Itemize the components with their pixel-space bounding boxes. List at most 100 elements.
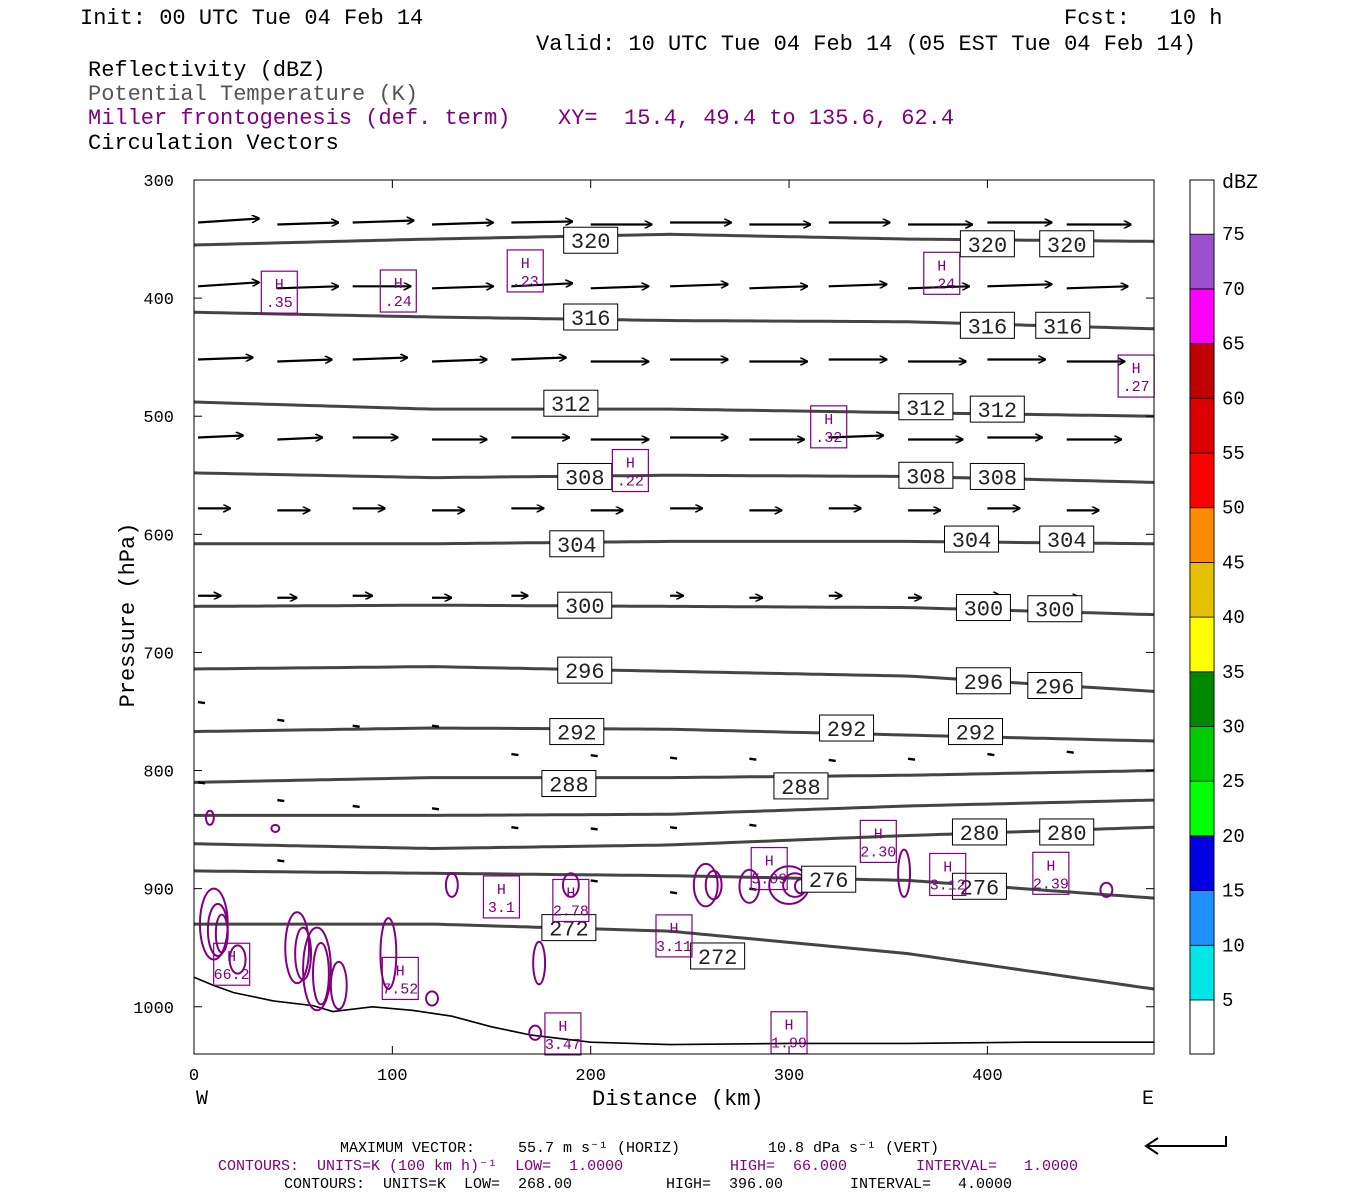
theta-label-280: 280	[1047, 822, 1087, 847]
theta-label-288: 288	[549, 774, 589, 799]
theta-label-box	[690, 942, 746, 970]
theta-label-300: 300	[964, 598, 1004, 623]
miller-contour	[228, 944, 247, 975]
miller-max-label: H	[394, 276, 403, 293]
max-vector-label: MAXIMUM VECTOR:	[340, 1140, 476, 1157]
miller-max-value: 5.09	[751, 872, 787, 889]
miller-max-box	[482, 875, 521, 919]
miller-max-label: H	[497, 882, 506, 899]
miller-max-value: .32	[815, 430, 842, 447]
theta-label-box	[541, 914, 597, 942]
circulation-vector	[197, 435, 243, 437]
colorbar-band	[1189, 397, 1215, 454]
miller-contour-info-a: CONTOURS: UNITS=K (100 km h)⁻¹ LOW= 1.00…	[218, 1158, 624, 1175]
theta-label-304: 304	[952, 529, 992, 554]
circulation-vector-small	[511, 826, 519, 830]
colorbar-band	[1189, 233, 1215, 290]
x-tick-label: 0	[189, 1067, 199, 1086]
y-tick-label: 900	[143, 882, 174, 901]
circulation-vector	[277, 360, 331, 362]
theta-label-box	[951, 818, 1007, 846]
circulation-vector	[749, 286, 807, 288]
miller-max-box	[506, 249, 544, 293]
circulation-vector-small	[511, 752, 519, 757]
miller-max-label: H	[943, 859, 952, 876]
colorbar-tick-label: 50	[1222, 498, 1245, 520]
theta-contour-280	[193, 825, 1155, 851]
theta-label-box	[819, 714, 875, 742]
theta-contour-292	[193, 726, 1155, 743]
plot-frame	[193, 179, 1155, 1055]
theta-label-box	[549, 718, 605, 746]
circulation-vector-small	[749, 757, 757, 761]
theta-label-320: 320	[1047, 234, 1087, 259]
circulation-vector	[431, 223, 493, 225]
miller-contour	[302, 926, 332, 1012]
theta-contour-272	[194, 922, 1155, 991]
miller-max-label: H	[669, 921, 678, 938]
colorbar-band	[1189, 944, 1215, 1001]
miller-max-label: H	[874, 826, 883, 843]
miller-max-value: .23	[512, 274, 539, 291]
theta-label-box	[563, 303, 619, 331]
miller-max-box	[552, 878, 590, 923]
colorbar-tick-label: 35	[1222, 662, 1245, 684]
colorbar-tick-label: 45	[1222, 552, 1245, 574]
colorbar-band	[1189, 835, 1215, 892]
y-tick-label: 400	[143, 291, 174, 310]
theta-label-320: 320	[968, 234, 1008, 259]
miller-contour	[561, 872, 580, 898]
theta-label-box	[959, 311, 1015, 339]
circulation-vector	[511, 283, 572, 286]
miller-contour	[704, 869, 723, 901]
theta-label-box	[898, 461, 954, 489]
theta-label-box	[1039, 818, 1095, 846]
theta-label-box	[563, 226, 619, 254]
theta-label-280: 280	[960, 822, 1000, 847]
theta-label-box	[773, 772, 829, 800]
y-tick-label: 700	[143, 645, 174, 664]
miller-max-label: H	[566, 885, 575, 902]
miller-contour	[692, 862, 719, 908]
miller-max-label: H	[558, 1019, 567, 1036]
circulation-vector-small	[907, 757, 916, 761]
miller-contour	[270, 823, 281, 833]
miller-max-label: H	[626, 456, 635, 473]
theta-label-296: 296	[565, 660, 605, 685]
miller-max-label: H	[227, 949, 236, 966]
miller-contour	[284, 911, 311, 985]
theta-label-box	[944, 525, 1000, 553]
legend-vectors: Circulation Vectors	[88, 131, 339, 156]
theta-label-312: 312	[978, 399, 1018, 424]
cross-section-chart: 320 320 320 316 316 316 312 312 312 308 308 308 304 3…	[133, 172, 1258, 1111]
theta-label-308: 308	[906, 465, 946, 490]
miller-max-value: 3.11	[656, 939, 692, 956]
y-tick-label: 600	[143, 527, 174, 546]
theta-label-box	[557, 656, 613, 684]
colorbar-tick-label: 20	[1222, 826, 1245, 848]
colorbar-tick-label: 40	[1222, 607, 1245, 629]
miller-contour	[214, 913, 229, 954]
theta-label-box	[557, 462, 613, 490]
circulation-vector	[431, 286, 493, 288]
circulation-vector	[352, 221, 414, 223]
y-tick-label: 300	[143, 173, 174, 192]
circulation-vector-small	[431, 724, 440, 728]
theta-label-296: 296	[1035, 676, 1075, 701]
terrain-line	[193, 976, 1154, 1046]
theta-label-292: 292	[956, 722, 996, 747]
miller-contour	[897, 848, 912, 898]
miller-contour	[1099, 881, 1114, 898]
circulation-vector-small	[590, 879, 598, 883]
colorbar-band	[1189, 616, 1215, 673]
x-tick-label: 100	[377, 1067, 408, 1086]
miller-max-value: 2.39	[1033, 876, 1069, 893]
theta-label-box	[543, 389, 599, 417]
colorbar-band	[1189, 726, 1215, 782]
theta-contour-304	[194, 539, 1155, 546]
circulation-vector-small	[1066, 750, 1074, 754]
circulation-vector	[277, 223, 338, 225]
y-tick-label: 500	[143, 409, 174, 428]
miller-max-label: H	[396, 963, 405, 980]
theta-contour-276	[193, 869, 1155, 900]
